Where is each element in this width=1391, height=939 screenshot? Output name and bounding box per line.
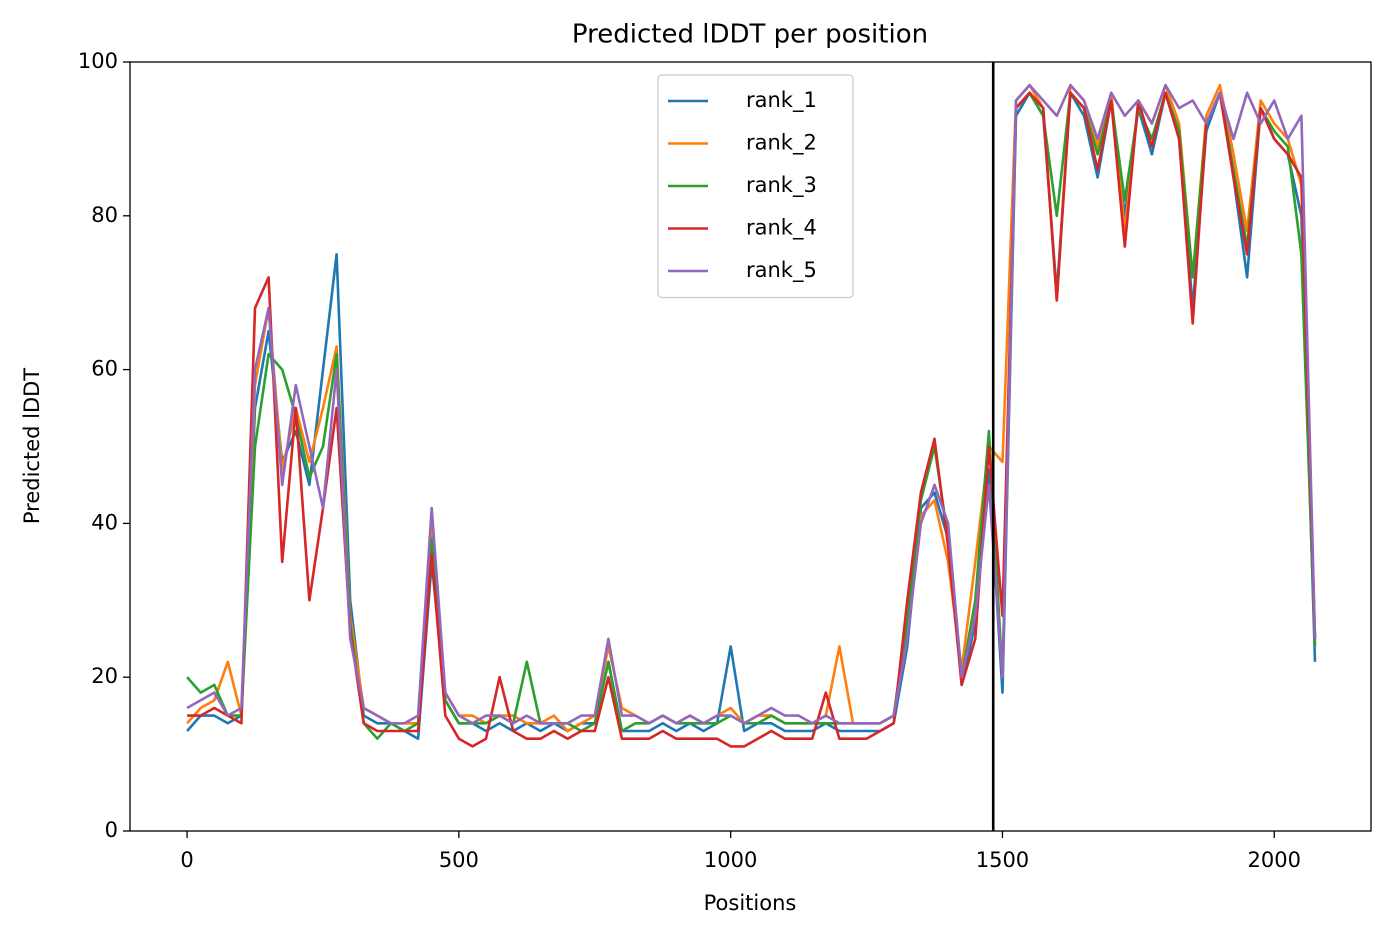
legend-label: rank_4 (746, 216, 817, 241)
legend-label: rank_2 (746, 131, 817, 156)
plot-frame (129, 61, 1372, 832)
x-tick-label: 1500 (976, 848, 1029, 872)
legend-box (657, 74, 854, 299)
y-tick-label: 60 (91, 357, 118, 381)
series-line (186, 91, 1317, 740)
legend-label: rank_5 (746, 258, 817, 283)
y-tick-label: 100 (78, 49, 118, 73)
y-tick-label: 40 (91, 510, 118, 534)
x-tick-label: 500 (439, 848, 479, 872)
y-axis-label: Predicted lDDT (20, 368, 44, 524)
series-line (186, 83, 1317, 725)
legend-label: rank_3 (746, 173, 817, 198)
y-tick-label: 20 (91, 664, 118, 688)
x-tick-label: 2000 (1248, 848, 1301, 872)
x-axis-label: Positions (704, 891, 797, 915)
y-tick-label: 80 (91, 203, 118, 227)
series-line (187, 91, 1317, 748)
y-tick-label: 0 (105, 818, 118, 842)
legend-label: rank_1 (746, 88, 817, 113)
x-tick-label: 1000 (704, 848, 757, 872)
x-tick-label: 0 (180, 848, 193, 872)
chart-title: Predicted lDDT per position (572, 20, 928, 50)
